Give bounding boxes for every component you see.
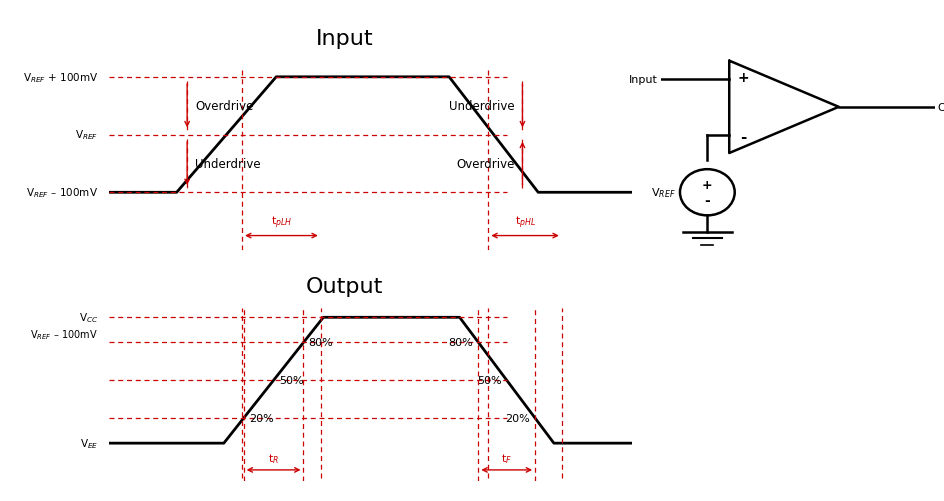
Text: 80%: 80% — [448, 338, 473, 348]
Text: -: - — [704, 194, 710, 208]
Text: 20%: 20% — [249, 413, 274, 423]
Text: Underdrive: Underdrive — [449, 100, 514, 113]
Text: V$_{REF}$: V$_{REF}$ — [75, 128, 98, 142]
Text: V$_{CC}$: V$_{CC}$ — [78, 311, 98, 325]
Text: 50%: 50% — [477, 375, 501, 385]
Text: t$_{F}$: t$_{F}$ — [501, 451, 513, 465]
Text: V$_{REF}$ + 100mV: V$_{REF}$ + 100mV — [23, 71, 98, 85]
Text: Underdrive: Underdrive — [195, 158, 261, 170]
Text: +: + — [702, 178, 713, 191]
Text: V$_{REF}$ – 100mV: V$_{REF}$ – 100mV — [30, 328, 98, 342]
Text: t$_{R}$: t$_{R}$ — [268, 451, 279, 465]
Text: 20%: 20% — [505, 413, 530, 423]
Text: Overdrive: Overdrive — [195, 100, 253, 113]
Text: Output: Output — [306, 277, 383, 297]
Text: Overdrive: Overdrive — [456, 158, 514, 170]
Text: Input: Input — [315, 29, 373, 49]
Text: t$_{pLH}$: t$_{pLH}$ — [271, 214, 292, 231]
Text: Input: Input — [630, 75, 658, 85]
Text: 50%: 50% — [278, 375, 303, 385]
Text: +: + — [737, 71, 749, 85]
Text: V$_{REF}$: V$_{REF}$ — [651, 186, 676, 200]
Text: -: - — [740, 130, 746, 145]
Text: 80%: 80% — [309, 338, 333, 348]
Text: Output: Output — [937, 103, 944, 113]
Text: t$_{pHL}$: t$_{pHL}$ — [514, 214, 535, 231]
Text: V$_{EE}$: V$_{EE}$ — [79, 436, 98, 450]
Text: V$_{REF}$ – 100mV: V$_{REF}$ – 100mV — [26, 186, 98, 200]
